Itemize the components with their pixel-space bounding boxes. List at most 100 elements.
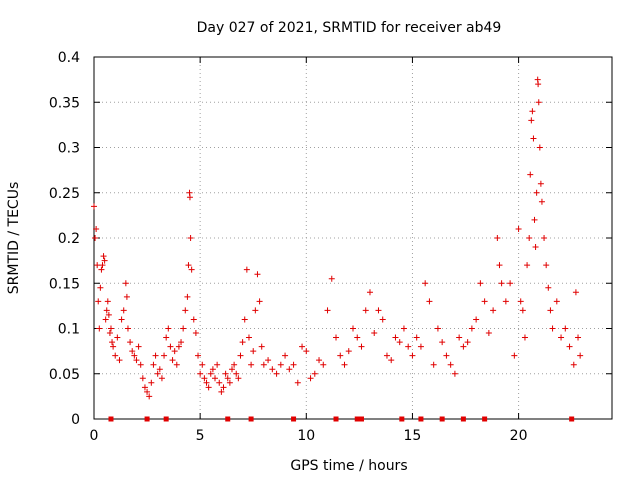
data-point <box>233 370 240 377</box>
data-point <box>100 253 107 260</box>
data-point <box>209 366 216 373</box>
data-point <box>375 307 382 314</box>
data-point <box>216 379 223 386</box>
y-tick-label: 0.15 <box>49 276 80 292</box>
data-point <box>490 307 497 314</box>
data-point <box>400 325 407 332</box>
data-point <box>186 194 193 201</box>
data-point <box>549 325 556 332</box>
data-point <box>260 361 267 368</box>
data-point <box>92 235 99 241</box>
data-point <box>150 361 157 368</box>
outage-marker <box>225 416 231 422</box>
x-axis-ticks: 0 5 10 15 20 <box>90 57 528 444</box>
data-point <box>277 361 284 368</box>
data-point <box>103 307 110 314</box>
data-point <box>158 375 165 382</box>
data-point <box>434 325 441 332</box>
y-tick-label: 0 <box>71 412 80 428</box>
data-point <box>443 352 450 359</box>
data-point <box>112 352 119 359</box>
data-point <box>517 298 524 305</box>
grid-lines <box>94 57 612 419</box>
data-point <box>123 293 130 300</box>
outage-marker <box>482 416 488 422</box>
y-tick-label: 0.25 <box>49 186 80 202</box>
data-point <box>228 366 235 373</box>
data-point <box>460 343 467 350</box>
data-point <box>537 180 544 187</box>
outage-marker <box>439 416 445 422</box>
data-point <box>341 361 348 368</box>
data-point <box>214 361 221 368</box>
data-point <box>417 343 424 350</box>
data-point <box>366 289 373 296</box>
data-point <box>110 343 117 350</box>
data-point <box>392 334 399 341</box>
data-point <box>197 370 204 377</box>
data-point <box>91 203 97 210</box>
data-point <box>109 339 116 346</box>
data-point <box>354 334 361 341</box>
data-point <box>413 334 420 341</box>
outage-markers <box>108 416 575 422</box>
data-point <box>107 325 114 332</box>
data-point <box>99 262 106 269</box>
data-point <box>320 361 327 368</box>
outage-marker <box>460 416 466 422</box>
data-point <box>531 216 538 223</box>
data-point <box>543 262 550 269</box>
data-point <box>207 370 214 377</box>
data-point <box>185 262 192 269</box>
data-point <box>566 343 573 350</box>
outage-marker <box>399 416 405 422</box>
data-point <box>96 325 103 332</box>
data-point <box>290 361 297 368</box>
data-point <box>553 298 560 305</box>
data-point <box>273 370 280 377</box>
x-tick-label: 5 <box>196 428 205 444</box>
data-point <box>535 81 542 88</box>
y-tick-label: 0.05 <box>49 367 80 383</box>
data-point <box>524 262 531 269</box>
data-point <box>141 384 148 391</box>
y-tick-label: 0.4 <box>58 50 80 66</box>
y-tick-label: 0.3 <box>58 141 80 157</box>
data-point <box>173 361 180 368</box>
y-tick-label: 0.2 <box>58 231 80 247</box>
data-point <box>187 235 194 241</box>
data-point <box>152 352 159 359</box>
data-point <box>328 275 335 282</box>
data-point <box>129 348 136 355</box>
data-point <box>473 316 480 323</box>
chart-title: Day 027 of 2021, SRMTID for receiver ab4… <box>197 20 502 36</box>
data-point <box>199 361 206 368</box>
data-point <box>239 339 246 346</box>
data-point <box>171 348 178 355</box>
data-point <box>570 361 577 368</box>
outage-marker <box>354 416 360 422</box>
data-point <box>541 235 548 241</box>
data-point <box>533 189 540 196</box>
data-point <box>530 135 537 142</box>
data-point <box>299 343 306 350</box>
data-point <box>122 280 129 287</box>
data-point <box>547 307 554 314</box>
data-point <box>515 225 522 232</box>
data-point <box>468 325 475 332</box>
data-point <box>188 266 195 273</box>
data-point <box>528 117 535 124</box>
data-point <box>256 298 263 305</box>
data-point <box>286 366 293 373</box>
data-point <box>124 325 131 332</box>
data-point <box>464 339 471 346</box>
data-point <box>102 316 109 323</box>
data-point <box>243 266 250 273</box>
data-point <box>521 334 528 341</box>
data-point <box>577 352 584 359</box>
data-point <box>131 352 138 359</box>
data-point <box>337 352 344 359</box>
data-point <box>248 361 255 368</box>
data-point <box>409 352 416 359</box>
